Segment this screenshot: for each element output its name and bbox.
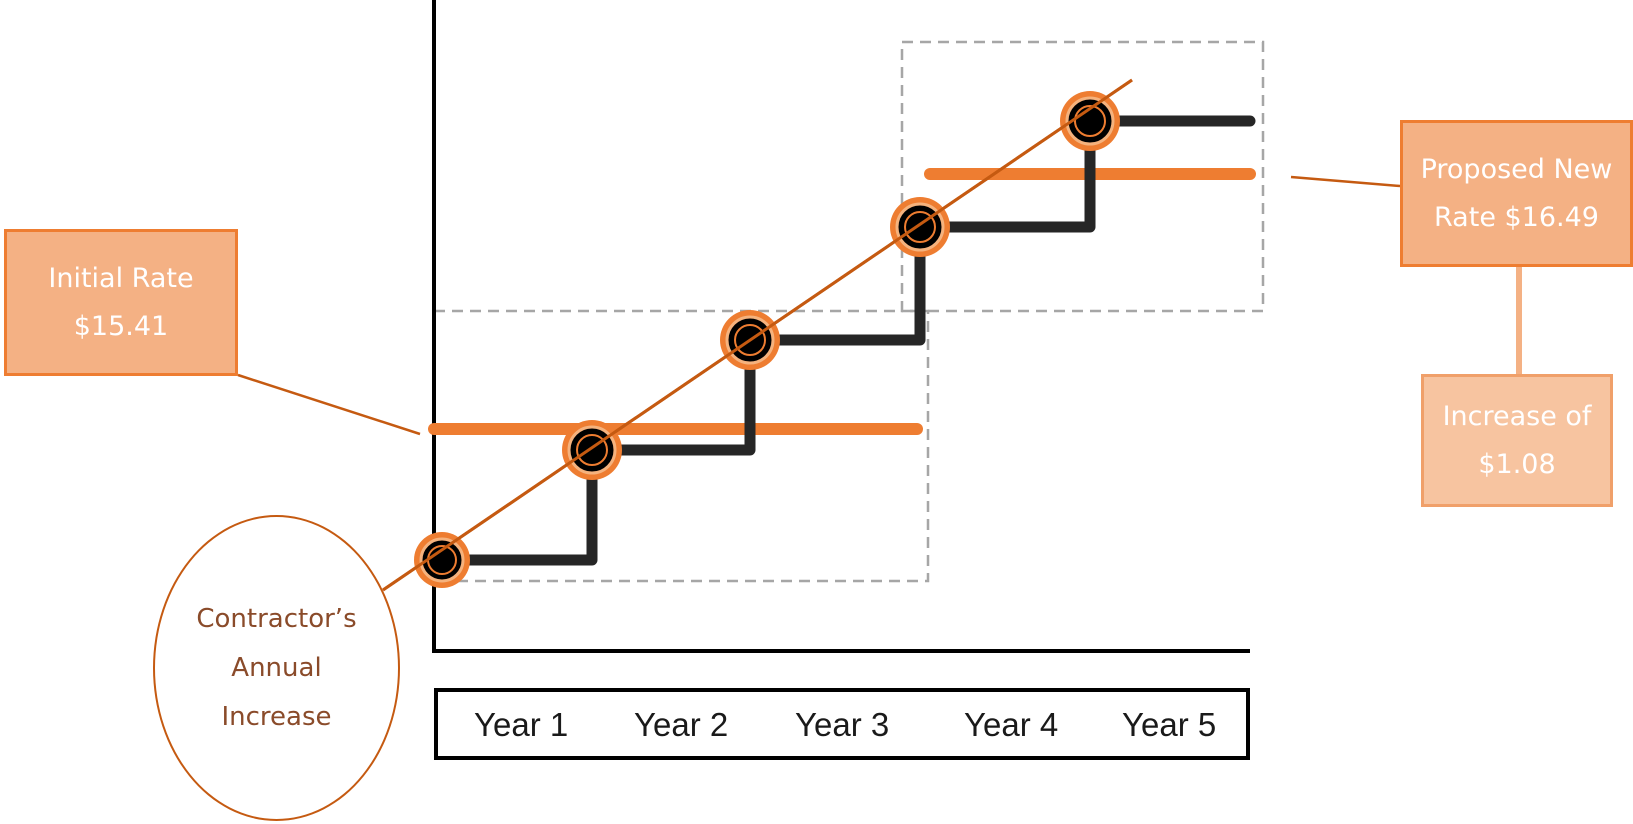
contractor-bubble-line-3: Increase — [221, 701, 332, 732]
initial-rate-leader — [237, 373, 421, 436]
proposed-rate-leader — [1290, 175, 1401, 188]
marker-year-5 — [1060, 91, 1120, 151]
proposed-rate-value: Rate $16.49 — [1434, 201, 1599, 233]
contractor-bubble-line-1: Contractor’s — [196, 603, 357, 634]
year-label-1: Year 1 — [474, 706, 569, 743]
annual-step-path — [436, 115, 1256, 566]
year-label-bar: Year 1 Year 2 Year 3 Year 4 Year 5 — [434, 688, 1250, 760]
contractor-bubble-line-2: Annual — [231, 652, 322, 683]
marker-year-2 — [562, 420, 622, 480]
group-frame-years-4-5 — [900, 40, 1265, 313]
initial-rate-label: Initial Rate — [48, 262, 194, 294]
marker-year-4 — [890, 197, 950, 257]
proposed-rate-callout: Proposed New Rate $16.49 — [1400, 120, 1633, 267]
contractor-annual-increase-bubble: Contractor’s Annual Increase — [153, 515, 400, 821]
trend-line-overlay — [382, 78, 1133, 592]
proposed-rate-label: Proposed New — [1420, 153, 1613, 185]
year-label-4: Year 4 — [964, 706, 1059, 743]
increase-value: $1.08 — [1478, 448, 1556, 480]
marker-year-1 — [414, 532, 470, 588]
increase-callout: Increase of $1.08 — [1421, 374, 1613, 507]
year-label-2: Year 2 — [634, 706, 729, 743]
initial-rate-value: $15.41 — [73, 310, 169, 342]
initial-rate-callout: Initial Rate $15.41 — [4, 229, 238, 376]
year-label-5: Year 5 — [1122, 706, 1217, 743]
year-label-3: Year 3 — [795, 706, 890, 743]
increase-label: Increase of — [1442, 400, 1592, 432]
